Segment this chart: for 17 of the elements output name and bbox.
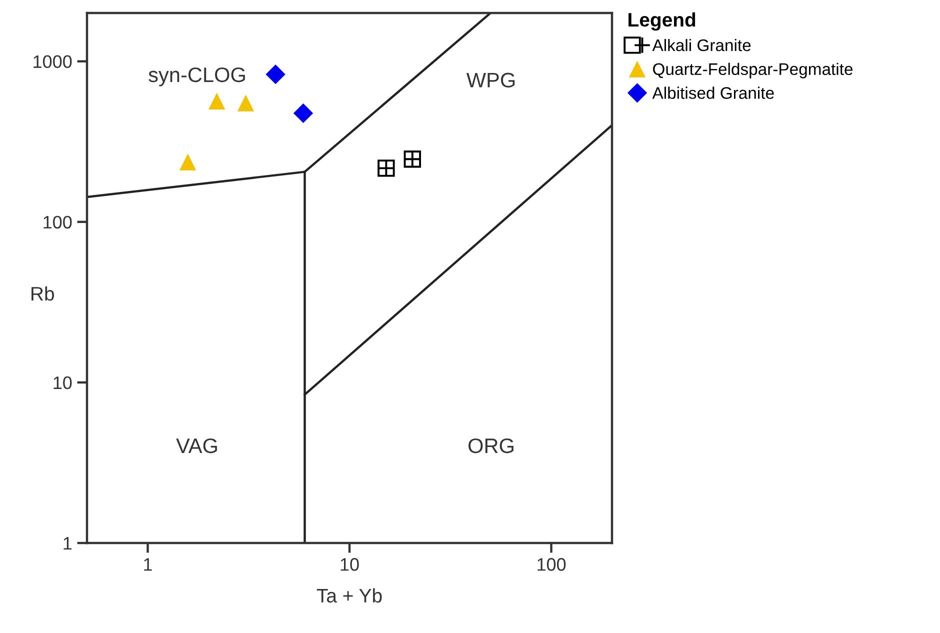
x-axis-title: Ta + Yb [316,588,382,603]
legend-label: Alkali Granite [652,38,751,52]
annotation: ORG [468,438,514,454]
y-tick-label: 1000 [34,55,72,68]
legend-label: Albitised Granite [652,86,774,99]
x-tick-label: 1 [144,558,152,571]
annotation: syn-CLOG [148,67,245,86]
y-tick-label: 1 [64,537,72,550]
legend-title: Legend [628,12,696,31]
y-axis-title: Rb [32,286,54,301]
legend-label: Quartz-Feldspar-Pegmatite [653,62,853,78]
y-tick-label: 10 [54,376,72,390]
x-tick-label: 10 [340,558,359,571]
annotation: WPG [466,72,515,88]
x-tick-label: 100 [538,558,566,571]
annotation: VAG [176,438,217,454]
y-tick-label: 100 [44,216,72,229]
